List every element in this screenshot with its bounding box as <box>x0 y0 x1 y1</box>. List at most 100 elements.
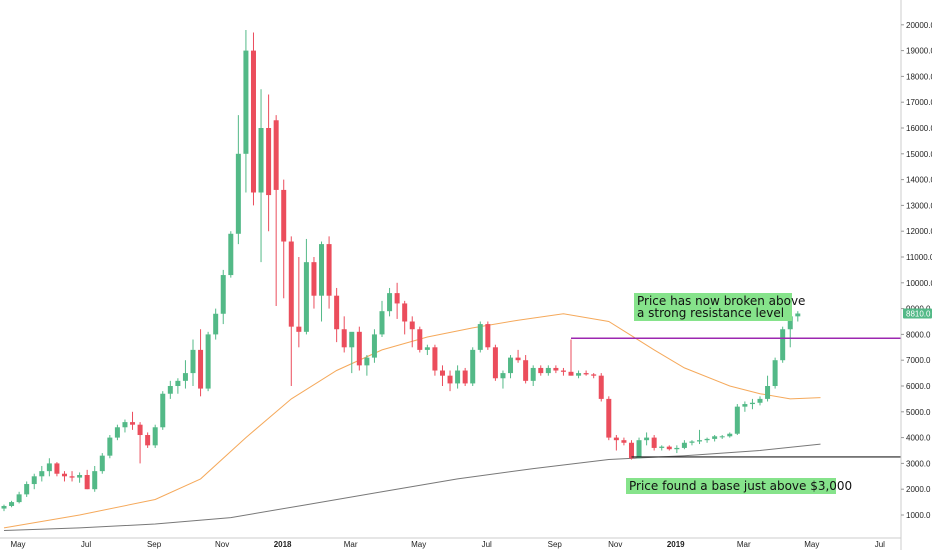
candle-down <box>326 244 332 296</box>
candle-up <box>213 313 219 335</box>
candlesticks <box>1 29 801 512</box>
candle-up <box>500 373 506 379</box>
candle-up <box>99 455 105 472</box>
support-annotation-text: Price found a base just above $3,000 <box>629 479 852 493</box>
candle-up <box>182 373 188 381</box>
time-tick-label: Jul <box>482 540 492 549</box>
candle-up <box>742 404 748 407</box>
price-axis-labels: 1000.0 2000.0 3000.0 4000.0 5000.0 6000.0 7000… <box>901 21 932 520</box>
moving-averages <box>3 313 821 531</box>
candle-up <box>46 463 52 472</box>
price-tick-label: 16000.0 <box>906 124 932 133</box>
candle-up <box>190 349 196 374</box>
time-tick-label: May <box>411 540 426 549</box>
candle-up <box>787 316 793 330</box>
candle-down <box>409 321 415 330</box>
price-tick-label: 3000.0 <box>906 459 931 468</box>
candle-up <box>681 442 687 448</box>
candle-down <box>130 422 136 425</box>
time-tick-label: 2019 <box>667 540 685 549</box>
candle-up <box>319 244 325 296</box>
candle-down <box>250 50 256 193</box>
candle-up <box>674 447 680 450</box>
price-tick-label: 11000.0 <box>906 253 932 262</box>
candle-up <box>31 476 37 485</box>
candle-down <box>439 370 445 376</box>
candle-up <box>114 427 120 438</box>
candle-up <box>576 373 582 376</box>
candle-down <box>288 241 294 327</box>
candle-down <box>613 437 619 441</box>
candle-down <box>341 329 347 348</box>
candle-up <box>303 262 309 332</box>
candle-up <box>220 275 226 314</box>
candle-up <box>719 436 725 438</box>
time-tick-label: Mar <box>737 540 751 549</box>
candle-down <box>462 370 468 384</box>
price-tick-label: 1000.0 <box>906 511 931 520</box>
candle-down <box>583 373 589 375</box>
candle-down <box>432 347 438 371</box>
time-tick-label: 2018 <box>274 540 292 549</box>
candle-down <box>447 375 453 384</box>
last-price-tag-background <box>903 308 932 319</box>
candle-up <box>1 505 7 509</box>
candle-down <box>568 371 574 376</box>
candle-up <box>258 128 264 193</box>
candle-up <box>545 367 551 374</box>
time-tick-label: Nov <box>608 540 622 549</box>
moving-average-fast-line <box>3 313 821 529</box>
candle-down <box>69 476 75 478</box>
candle-up <box>727 433 733 437</box>
candle-up <box>508 357 514 374</box>
candle-up <box>92 471 98 490</box>
candle-down <box>553 367 559 371</box>
candle-up <box>235 153 241 234</box>
price-tick-label: 5000.0 <box>906 408 931 417</box>
candle-down <box>515 357 521 361</box>
candle-down <box>281 189 287 242</box>
candle-down <box>485 324 491 348</box>
candle-down <box>538 367 544 374</box>
candle-up <box>77 475 83 478</box>
candle-down <box>198 349 204 389</box>
candle-up <box>659 446 665 448</box>
support-annotation: Price found a base just above $3,000 <box>626 478 852 494</box>
candle-up <box>167 386 173 394</box>
support-annotation-background <box>626 478 836 494</box>
horizontal-levels <box>571 337 901 458</box>
price-tick-label: 8000.0 <box>906 330 931 339</box>
candle-up <box>470 349 476 384</box>
candle-down <box>666 446 672 450</box>
candle-up <box>780 329 786 361</box>
candle-up <box>160 393 166 428</box>
candle-up <box>122 422 128 428</box>
candle-up <box>9 502 15 506</box>
candle-up <box>379 311 385 335</box>
axes <box>0 0 902 550</box>
candle-up <box>243 50 249 154</box>
candle-up <box>689 441 695 443</box>
candle-up <box>712 436 718 439</box>
candle-down <box>84 475 90 490</box>
candle-down <box>273 120 279 190</box>
candle-down <box>61 473 67 477</box>
candle-down <box>523 360 529 381</box>
time-tick-label: Sep <box>548 540 563 549</box>
candle-up <box>795 313 801 317</box>
time-tick-label: May <box>804 540 819 549</box>
candle-up <box>644 437 650 441</box>
candle-up <box>757 398 763 403</box>
candle-down <box>560 370 566 372</box>
last-price-label: 8810.0 <box>906 310 931 319</box>
resistance-annotation-background <box>634 293 792 321</box>
candle-down <box>334 295 340 330</box>
time-axis-labels: May Jul Sep Nov 2018 Mar May Jul Sep Nov 2019 Mar Ma… <box>10 540 885 549</box>
last-price-tag: 8810.0 <box>903 308 932 319</box>
candle-up <box>228 233 234 276</box>
candle-up <box>24 484 30 495</box>
candle-up <box>39 471 45 477</box>
candle-down <box>628 442 634 459</box>
